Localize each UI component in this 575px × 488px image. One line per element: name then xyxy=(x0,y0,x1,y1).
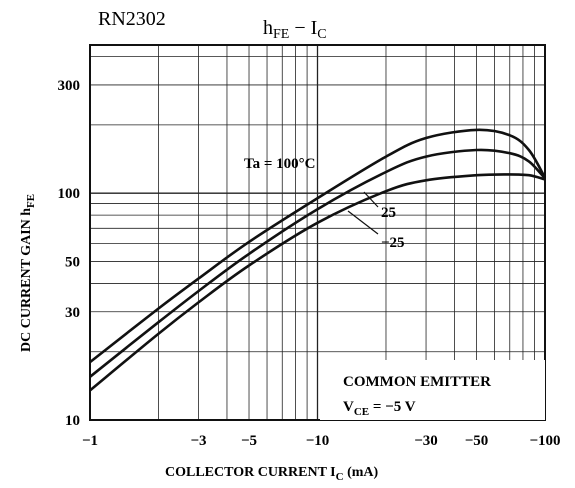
curve-annotations: Ta = 100°C 25 −25 xyxy=(244,156,405,251)
series-line-1 xyxy=(89,148,546,378)
y-axis-title: DC CURRENT GAIN hFE xyxy=(19,194,37,352)
curve-label-minus25: −25 xyxy=(381,235,405,251)
part-number: RN2302 xyxy=(98,8,166,30)
curve-label-100c: Ta = 100°C xyxy=(244,156,316,172)
y-tick-label: 300 xyxy=(58,78,81,94)
grid-lines xyxy=(90,45,545,420)
leader-line-minus25 xyxy=(347,210,379,235)
leader-line-25 xyxy=(363,191,379,208)
x-tick-label: −1 xyxy=(82,433,98,449)
x-tick-labels: −1 −3 −5 −10 −30 −50 −100 xyxy=(82,433,561,449)
y-tick-label: 100 xyxy=(58,186,81,202)
y-tick-label: 50 xyxy=(65,254,80,270)
x-tick-label: −3 xyxy=(191,433,207,449)
x-tick-label: −100 xyxy=(529,433,560,449)
x-tick-label: −10 xyxy=(306,433,330,449)
curve-label-25: 25 xyxy=(381,205,396,221)
x-tick-label: −50 xyxy=(465,433,489,449)
plot-frame xyxy=(89,44,546,421)
condition-line-1: COMMON EMITTER xyxy=(343,374,491,390)
y-tick-label: 30 xyxy=(65,305,80,321)
y-tick-labels: 10 30 50 100 300 xyxy=(58,78,81,429)
series-line-0 xyxy=(89,128,547,364)
condition-line-2: VCE = −5 V xyxy=(343,399,416,418)
y-tick-label: 10 xyxy=(65,413,80,429)
x-tick-label: −30 xyxy=(414,433,438,449)
series-line-2 xyxy=(89,173,546,392)
chart-title: hFE − IC xyxy=(263,17,327,42)
x-tick-label: −5 xyxy=(241,433,257,449)
condition-box: COMMON EMITTER VCE = −5 V xyxy=(320,360,545,420)
series-lines xyxy=(89,128,547,392)
x-axis-title: COLLECTOR CURRENT IC (mA) xyxy=(165,465,379,483)
